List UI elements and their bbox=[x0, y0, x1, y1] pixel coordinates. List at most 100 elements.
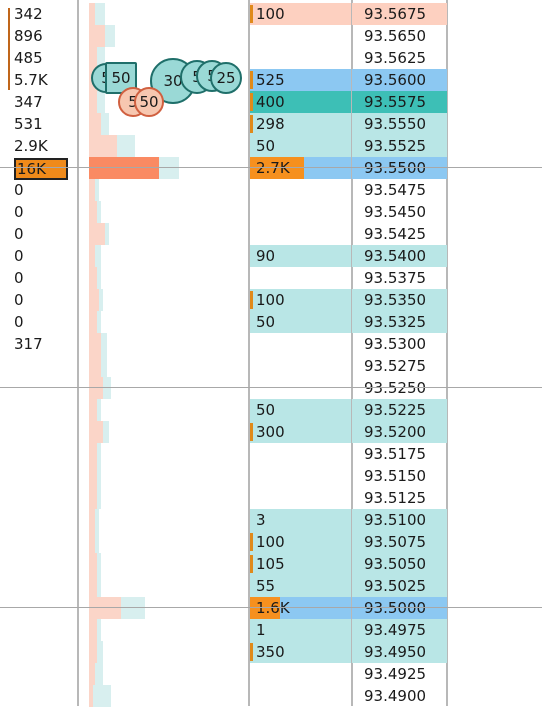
price-cell[interactable]: 93.5500 bbox=[352, 157, 447, 179]
ladder-row[interactable]: 93.5375 bbox=[250, 267, 447, 289]
ladder-row[interactable]: 93.5250 bbox=[250, 377, 447, 399]
price-cell[interactable]: 93.5175 bbox=[352, 443, 447, 465]
ladder-row[interactable]: 93.5275 bbox=[250, 355, 447, 377]
price-cell[interactable]: 93.5475 bbox=[352, 179, 447, 201]
ladder-row[interactable]: 100 93.5075 bbox=[250, 531, 447, 553]
ladder-row[interactable]: 50 93.5325 bbox=[250, 311, 447, 333]
ladder-row[interactable]: 93.4925 bbox=[250, 663, 447, 685]
ladder-row[interactable]: 93.5475 bbox=[250, 179, 447, 201]
price-cell[interactable]: 93.5225 bbox=[352, 399, 447, 421]
grid-line-round-price bbox=[0, 387, 542, 388]
ladder-row[interactable]: 93.5450 bbox=[250, 201, 447, 223]
size-cell[interactable]: 300 bbox=[250, 421, 351, 443]
ladder-row[interactable]: 1.6K 93.5000 bbox=[250, 597, 447, 619]
price-cell[interactable]: 93.5650 bbox=[352, 25, 447, 47]
ladder-row[interactable]: 350 93.4950 bbox=[250, 641, 447, 663]
price-cell[interactable]: 93.5425 bbox=[352, 223, 447, 245]
price-cell[interactable]: 93.5075 bbox=[352, 531, 447, 553]
price-cell[interactable]: 93.5375 bbox=[352, 267, 447, 289]
price-cell[interactable]: 93.5400 bbox=[352, 245, 447, 267]
price-cell[interactable]: 93.4900 bbox=[352, 685, 447, 707]
price-cell[interactable]: 93.5625 bbox=[352, 47, 447, 69]
size-cell[interactable] bbox=[250, 355, 351, 377]
ladder-row[interactable]: 525 93.5600 bbox=[250, 69, 447, 91]
size-cell[interactable] bbox=[250, 25, 351, 47]
ladder-row[interactable]: 90 93.5400 bbox=[250, 245, 447, 267]
size-cell[interactable]: 1 bbox=[250, 619, 351, 641]
ladder-row[interactable]: 93.5175 bbox=[250, 443, 447, 465]
ladder-row[interactable]: 100 93.5350 bbox=[250, 289, 447, 311]
size-cell[interactable]: 3 bbox=[250, 509, 351, 531]
ladder-row[interactable]: 93.4900 bbox=[250, 685, 447, 707]
ladder-row[interactable]: 93.5150 bbox=[250, 465, 447, 487]
size-cell[interactable]: 90 bbox=[250, 245, 351, 267]
price-cell[interactable]: 93.4950 bbox=[352, 641, 447, 663]
size-cell[interactable]: 105 bbox=[250, 553, 351, 575]
price-cell[interactable]: 93.5000 bbox=[352, 597, 447, 619]
price-cell[interactable]: 93.5525 bbox=[352, 135, 447, 157]
size-cell[interactable]: 1.6K bbox=[250, 597, 351, 619]
price-cell[interactable]: 93.5200 bbox=[352, 421, 447, 443]
ladder-row[interactable]: 50 93.5525 bbox=[250, 135, 447, 157]
price-cell[interactable]: 93.5575 bbox=[352, 91, 447, 113]
ladder-row[interactable]: 93.5625 bbox=[250, 47, 447, 69]
ladder-row[interactable]: 50 93.5225 bbox=[250, 399, 447, 421]
ladder-row[interactable]: 93.5425 bbox=[250, 223, 447, 245]
ladder-row[interactable]: 93.5650 bbox=[250, 25, 447, 47]
ladder-row[interactable]: 93.5125 bbox=[250, 487, 447, 509]
histogram-bar bbox=[89, 25, 105, 47]
size-label: 400 bbox=[256, 93, 285, 111]
size-cell[interactable]: 100 bbox=[250, 531, 351, 553]
ladder-row[interactable]: 100 93.5675 bbox=[250, 3, 447, 25]
size-cell[interactable] bbox=[250, 267, 351, 289]
price-cell[interactable]: 93.5025 bbox=[352, 575, 447, 597]
size-cell[interactable] bbox=[250, 487, 351, 509]
price-label: 93.5275 bbox=[364, 357, 427, 375]
size-cell[interactable] bbox=[250, 377, 351, 399]
price-cell[interactable]: 93.5600 bbox=[352, 69, 447, 91]
size-cell[interactable]: 100 bbox=[250, 289, 351, 311]
size-cell[interactable] bbox=[250, 443, 351, 465]
size-cell[interactable]: 55 bbox=[250, 575, 351, 597]
size-cell[interactable] bbox=[250, 223, 351, 245]
ladder-row[interactable]: 93.5300 bbox=[250, 333, 447, 355]
price-cell[interactable]: 93.5125 bbox=[352, 487, 447, 509]
size-cell[interactable]: 350 bbox=[250, 641, 351, 663]
size-cell[interactable] bbox=[250, 663, 351, 685]
price-cell[interactable]: 93.5450 bbox=[352, 201, 447, 223]
ladder-row[interactable]: 298 93.5550 bbox=[250, 113, 447, 135]
price-cell[interactable]: 93.5100 bbox=[352, 509, 447, 531]
ladder-row[interactable]: 1 93.4975 bbox=[250, 619, 447, 641]
ladder-row[interactable]: 300 93.5200 bbox=[250, 421, 447, 443]
size-cell[interactable]: 400 bbox=[250, 91, 351, 113]
size-cell[interactable]: 298 bbox=[250, 113, 351, 135]
price-cell[interactable]: 93.5050 bbox=[352, 553, 447, 575]
price-cell[interactable]: 93.5300 bbox=[352, 333, 447, 355]
price-cell[interactable]: 93.5150 bbox=[352, 465, 447, 487]
price-cell[interactable]: 93.5275 bbox=[352, 355, 447, 377]
size-cell[interactable]: 50 bbox=[250, 399, 351, 421]
ladder-row[interactable]: 3 93.5100 bbox=[250, 509, 447, 531]
size-cell[interactable] bbox=[250, 685, 351, 707]
price-cell[interactable]: 93.5550 bbox=[352, 113, 447, 135]
size-cell[interactable] bbox=[250, 179, 351, 201]
size-cell[interactable] bbox=[250, 333, 351, 355]
price-cell[interactable]: 93.5350 bbox=[352, 289, 447, 311]
price-cell[interactable]: 93.5325 bbox=[352, 311, 447, 333]
size-cell[interactable] bbox=[250, 47, 351, 69]
size-cell[interactable]: 525 bbox=[250, 69, 351, 91]
size-cell[interactable]: 50 bbox=[250, 311, 351, 333]
price-cell[interactable]: 93.5675 bbox=[352, 3, 447, 25]
price-cell[interactable]: 93.5250 bbox=[352, 377, 447, 399]
ladder-row[interactable]: 55 93.5025 bbox=[250, 575, 447, 597]
ladder-row[interactable]: 2.7K 93.5500 bbox=[250, 157, 447, 179]
size-cell[interactable]: 50 bbox=[250, 135, 351, 157]
size-cell[interactable]: 2.7K bbox=[250, 157, 351, 179]
size-cell[interactable] bbox=[250, 465, 351, 487]
ladder-row[interactable]: 400 93.5575 bbox=[250, 91, 447, 113]
size-cell[interactable] bbox=[250, 201, 351, 223]
price-cell[interactable]: 93.4975 bbox=[352, 619, 447, 641]
ladder-row[interactable]: 105 93.5050 bbox=[250, 553, 447, 575]
size-cell[interactable]: 100 bbox=[250, 3, 351, 25]
price-cell[interactable]: 93.4925 bbox=[352, 663, 447, 685]
